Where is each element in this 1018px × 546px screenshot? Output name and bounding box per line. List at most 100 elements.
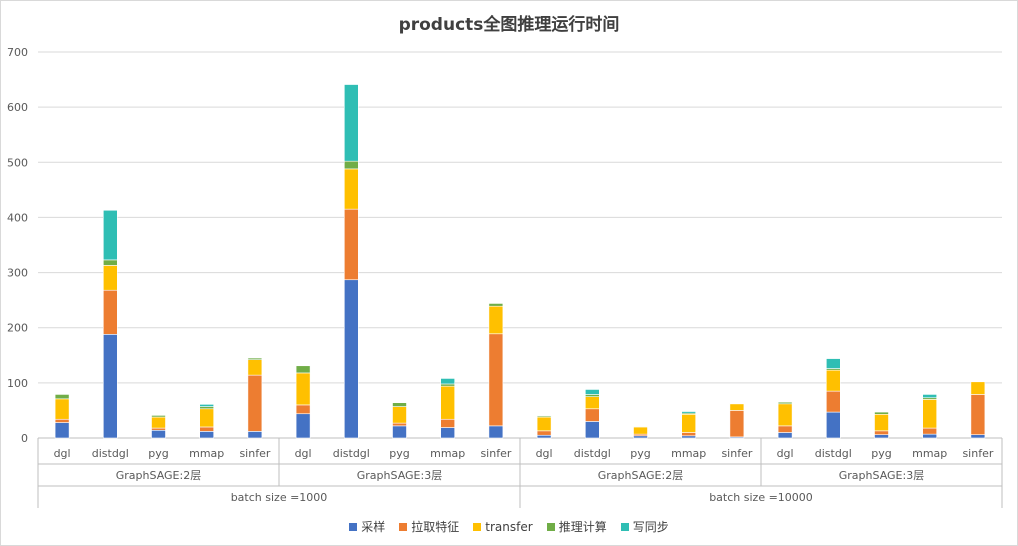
bar-segment — [825, 358, 841, 369]
bar-segment — [54, 422, 70, 439]
bar-segment — [103, 259, 118, 266]
bar-segment — [343, 84, 359, 162]
legend-label: 写同步 — [632, 520, 669, 534]
x-tick-label: mmap — [189, 447, 224, 460]
bar-segment — [825, 411, 841, 439]
x-tick-label: pyg — [630, 447, 650, 460]
bar-segment — [777, 401, 793, 405]
bar-segment — [584, 408, 600, 422]
legend-label: 采样 — [361, 520, 386, 534]
bar-segment — [392, 425, 407, 439]
legend-swatch — [399, 522, 408, 531]
bar-segment — [440, 383, 456, 387]
legend-label: 推理计算 — [558, 520, 607, 534]
legend-item: 拉取特征 — [399, 518, 459, 535]
bar-segment — [247, 359, 263, 376]
legend-swatch — [546, 522, 555, 531]
x-tick-label: dgl — [536, 447, 553, 460]
x-tick-label: pyg — [148, 447, 168, 460]
legend-item: 推理计算 — [546, 518, 607, 535]
chart-title: products全图推理运行时间 — [398, 15, 620, 35]
bar-segment — [151, 415, 166, 418]
bar-segment — [54, 418, 70, 423]
bar-segment — [295, 372, 311, 406]
bar-segment — [729, 402, 745, 405]
bar-segment — [536, 434, 552, 439]
x-tick-label: distdgl — [92, 447, 129, 460]
x-tick-label: dgl — [777, 447, 794, 460]
bar-segment — [777, 425, 793, 433]
legend-item: 写同步 — [620, 518, 669, 535]
x-tick-label: distdgl — [333, 447, 370, 460]
bar-segment — [584, 394, 600, 397]
bar-segment — [633, 435, 648, 439]
bar-segment — [777, 432, 793, 439]
x-tick-label: mmap — [671, 447, 706, 460]
bar-segment — [392, 422, 407, 427]
bar-segment — [681, 411, 697, 414]
x-tick-label: sinfer — [962, 447, 993, 460]
x-tick-label: sinfer — [239, 447, 270, 460]
chart-plot: 0 100 200 300 400 500 600 700 dgl distdgl pyg mmap s… — [7, 46, 1003, 508]
bar-segment — [103, 334, 118, 439]
bar-segment — [584, 421, 600, 439]
bar-segment — [777, 403, 793, 427]
bar-segment — [536, 430, 552, 436]
bar-segment — [922, 433, 938, 439]
x-tick-label: distdgl — [574, 447, 611, 460]
group-label: GraphSAGE:2层 — [116, 469, 201, 482]
bar-segment — [970, 381, 986, 395]
bar-segment — [392, 402, 407, 407]
y-tick-label: 500 — [7, 156, 28, 169]
bar-segment — [440, 378, 456, 385]
bar-segment — [970, 434, 986, 439]
legend-item: transfer — [473, 518, 533, 535]
bar-segment — [681, 413, 697, 433]
x-tick-label: mmap — [912, 447, 947, 460]
bar-segment — [199, 426, 214, 432]
bar-segment — [874, 411, 889, 415]
bar-segment — [825, 369, 841, 392]
bar-segment — [584, 396, 600, 410]
bar-segment — [247, 431, 263, 439]
x-tick-label: mmap — [430, 447, 465, 460]
bar-segment — [584, 389, 600, 395]
bar-segment — [874, 430, 889, 435]
y-tick-label: 600 — [7, 101, 28, 114]
bar-segment — [343, 160, 359, 170]
bar-segment — [440, 418, 456, 428]
bar-segment — [970, 394, 986, 435]
bar-segment — [295, 413, 311, 439]
bar-segment — [874, 413, 889, 432]
bar-segment — [54, 398, 70, 420]
bar-segment — [633, 426, 648, 428]
bar-segment — [295, 365, 311, 374]
bar-segment — [103, 289, 118, 335]
group-label: GraphSAGE:2层 — [598, 469, 683, 482]
bar-segment — [488, 305, 504, 335]
bar-segment — [199, 431, 214, 439]
x-tick-label: dgl — [54, 447, 71, 460]
bar-segment — [488, 425, 504, 439]
bar-segment — [825, 390, 841, 413]
bar-segment — [151, 416, 166, 429]
bar-segment — [295, 404, 311, 415]
bar-segment — [151, 427, 166, 431]
legend-label: transfer — [485, 519, 533, 534]
bar-segment — [343, 168, 359, 210]
bar-segment — [488, 333, 504, 427]
bar-segment — [922, 394, 938, 399]
group-label: GraphSAGE:3层 — [839, 469, 924, 482]
y-tick-label: 700 — [7, 46, 28, 59]
bar-segment — [681, 435, 697, 439]
group-label: GraphSAGE:3层 — [357, 469, 442, 482]
y-tick-label: 100 — [7, 377, 28, 390]
bar-segment — [681, 432, 697, 437]
x-tick-label: sinfer — [480, 447, 511, 460]
y-tick-label: 400 — [7, 211, 28, 224]
y-tick-label: 300 — [7, 267, 28, 280]
bar-segment — [922, 427, 938, 435]
bar-segment — [536, 416, 552, 432]
outer-group-label: batch size =10000 — [709, 491, 813, 504]
legend: 采样 拉取特征 transfer 推理计算 写同步 — [0, 518, 1018, 535]
